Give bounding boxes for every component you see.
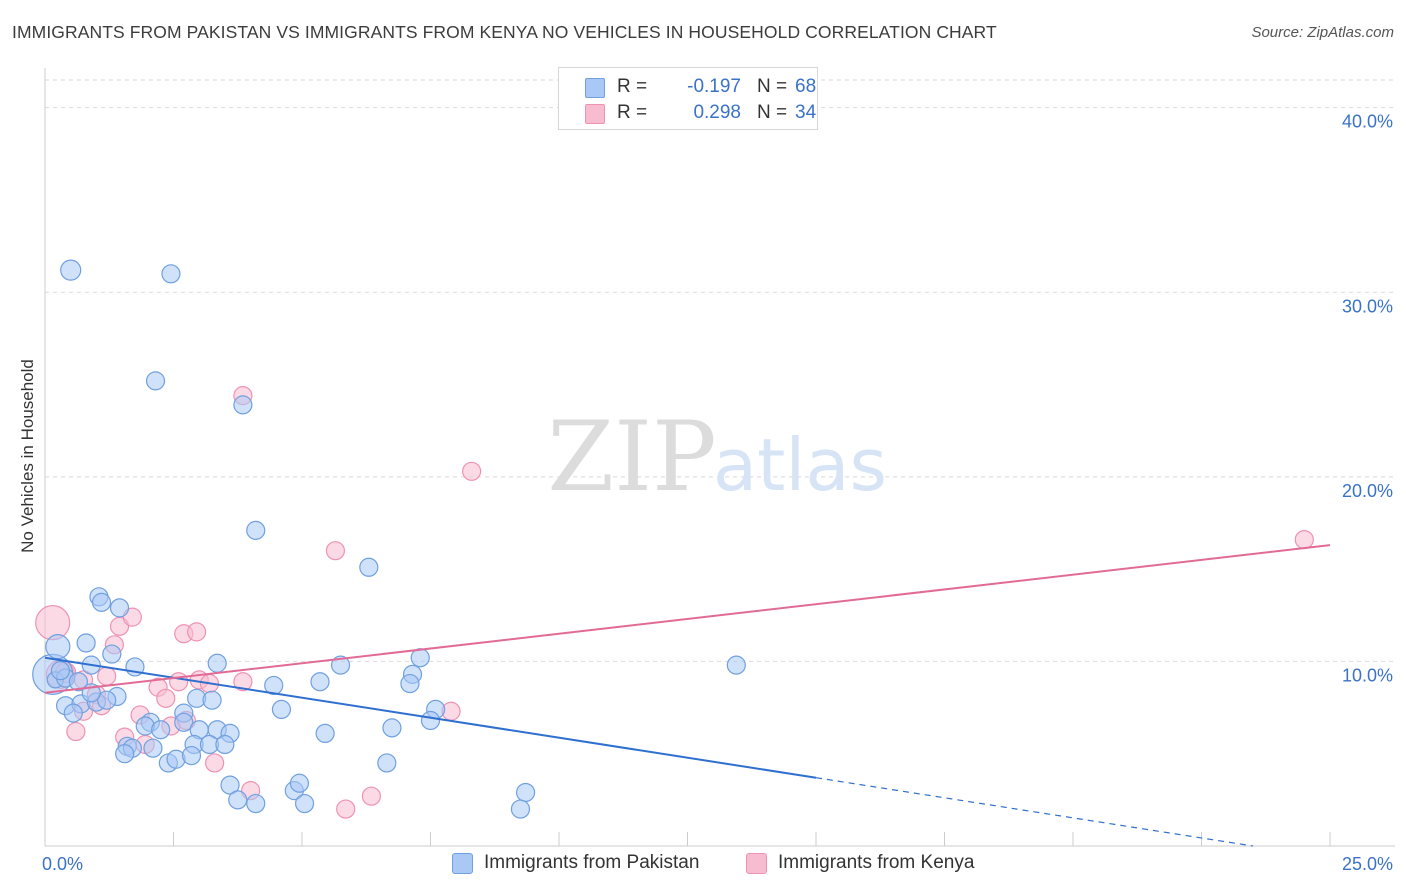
pakistan-point [60,259,82,281]
pakistan-point [315,723,335,744]
pakistan-point [50,661,71,681]
legend-label-kenya: Immigrants from Kenya [778,852,975,873]
pakistan-point [382,718,402,738]
pakistan-point [97,690,117,710]
n-label: N = [757,76,788,97]
pakistan-point [400,673,420,694]
kenya-point [187,622,207,642]
y-tick-label: 10.0% [1342,665,1393,685]
pakistan-point [420,710,441,731]
pakistan-point [151,720,171,740]
pakistan-point [310,672,330,692]
kenya-point [336,799,356,819]
pakistan-point [289,773,310,793]
kenya-point [462,461,482,481]
pakistan-points [32,259,746,819]
legend-swatch-pakistan [585,78,605,98]
pakistan-point [228,790,248,810]
pakistan-point [76,633,96,653]
tick-labels: 10.0% 20.0% 30.0% 40.0% 0.0% 25.0% [42,112,1393,874]
kenya-point [35,605,71,641]
pakistan-point [246,793,266,814]
pakistan-point [207,653,227,673]
kenya-point [325,541,346,561]
kenya-point [66,721,86,742]
r-value: -0.197 [687,76,741,97]
source-label: Source: ZipAtlas.com [1251,24,1394,41]
grid-layer [45,79,1395,662]
pakistan-point [515,782,536,803]
pakistan-point [220,775,240,795]
pakistan-point [330,655,351,675]
pakistan-point [68,672,89,692]
watermark-zip: ZIP [547,401,716,513]
n-value: 68 [795,76,817,97]
n-label: N = [757,102,788,123]
legend-swatch-kenya [746,853,767,874]
pakistan-point [161,264,181,284]
kenya-point [205,753,225,773]
r-label: R = [617,76,648,97]
pakistan-point [510,799,531,819]
kenya-point [361,786,381,806]
pakistan-point [143,738,163,758]
pakistan-point [45,634,71,660]
pakistan-point [145,371,166,391]
watermark-atlas: atlas [713,423,887,507]
pakistan-point [377,753,397,773]
pakistan-point [102,644,122,664]
n-value: 34 [795,102,817,123]
r-value: 0.298 [693,102,741,123]
pakistan-point [181,745,202,766]
pakistan-point [63,703,83,723]
y-tick-label: 30.0% [1342,296,1393,316]
pakistan-point [174,712,194,732]
y-tick-label: 20.0% [1342,481,1393,501]
pakistan-point [233,395,253,415]
pakistan-point [271,699,292,720]
kenya-point [1294,529,1314,550]
kenya-point [169,672,189,692]
kenya-point [233,672,253,692]
pakistan-point [115,744,135,764]
pakistan-point [726,655,746,675]
x-tick-label: 0.0% [42,854,83,874]
pakistan-point [202,690,222,710]
pakistan-point [215,734,235,755]
kenya-point [97,666,117,686]
legend-swatch-pakistan [452,853,473,874]
pakistan-trend-extension [815,777,1253,847]
legend-swatch-kenya [585,104,605,124]
chart-title: IMMIGRANTS FROM PAKISTAN VS IMMIGRANTS F… [12,22,997,42]
watermark: ZIP atlas [547,401,887,513]
trend-lines [44,544,1331,847]
pakistan-point [264,675,284,696]
r-label: R = [617,102,648,123]
pakistan-point [246,520,266,540]
pakistan-point [294,793,315,814]
y-tick-label: 40.0% [1342,112,1393,132]
axis-layer [44,68,1395,847]
x-tick-label: 25.0% [1342,854,1393,874]
kenya-point [156,688,176,708]
correlation-legend: R = -0.197 N = 68 R = 0.298 N = 34 [558,67,818,130]
pakistan-point [91,592,112,612]
pakistan-point [109,598,130,618]
pakistan-point [410,648,430,668]
legend-label-pakistan: Immigrants from Pakistan [484,852,700,873]
pakistan-point [359,557,379,577]
kenya-trend-line [44,544,1331,694]
